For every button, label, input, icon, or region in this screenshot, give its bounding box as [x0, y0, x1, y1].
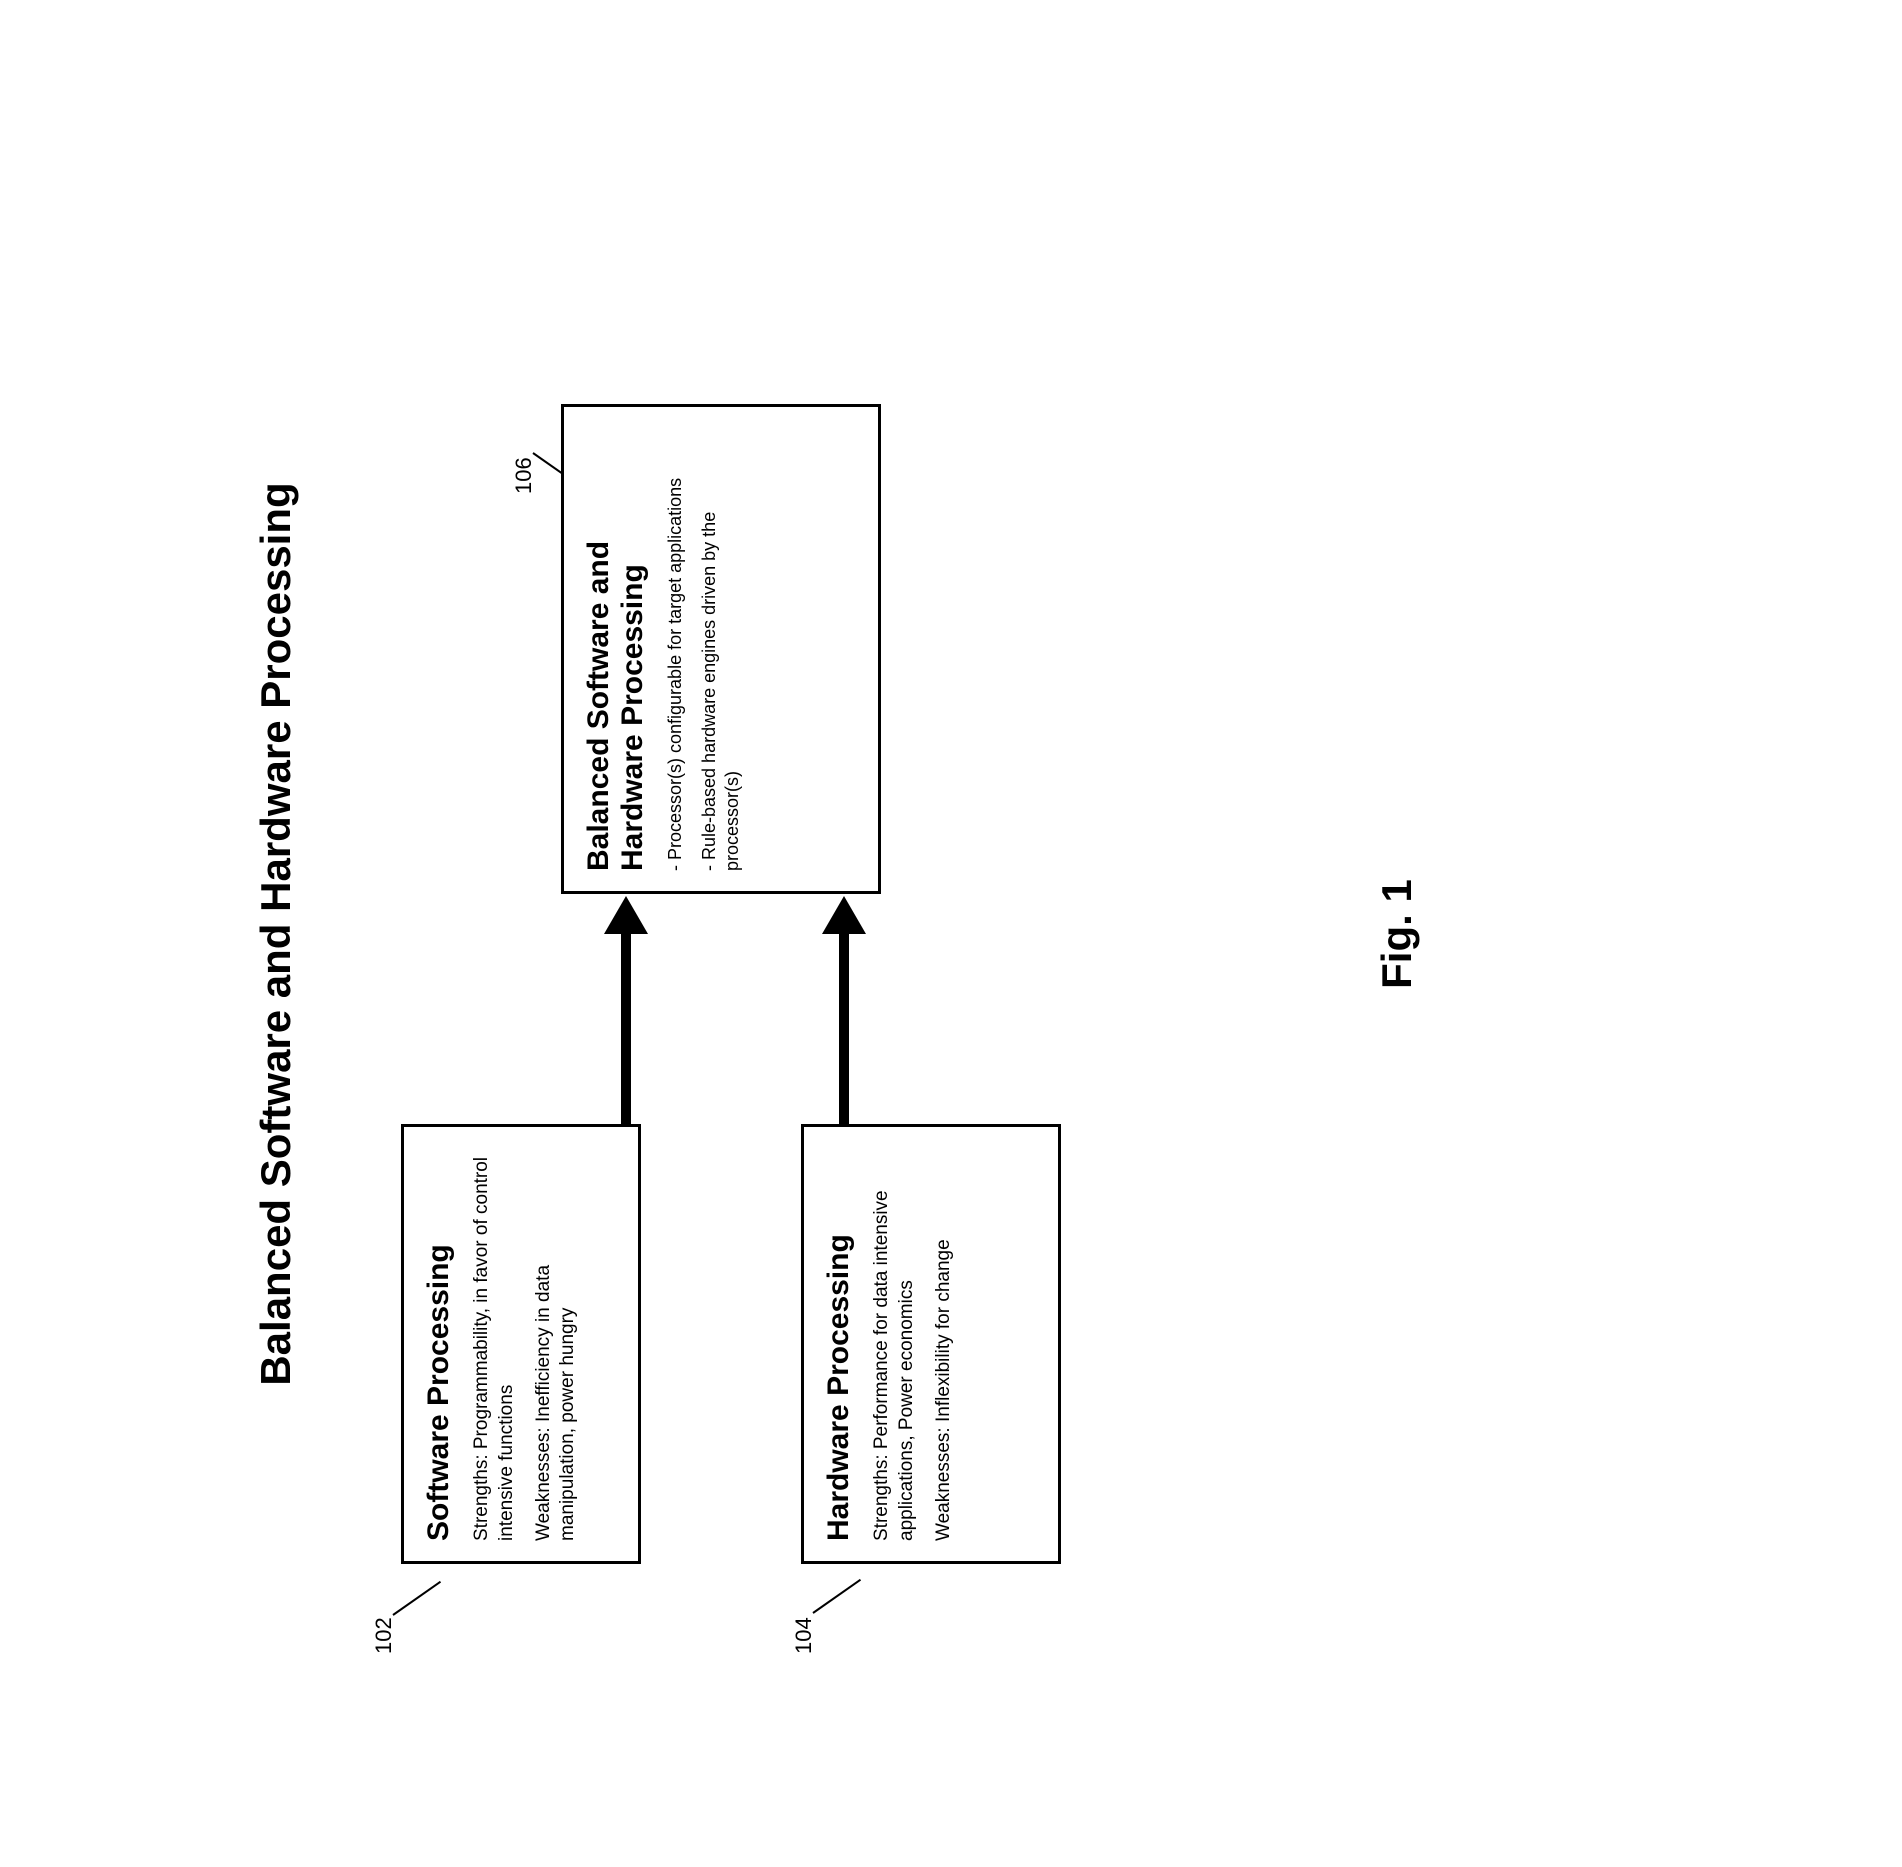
- arrow-hardware-to-balanced-head: [822, 896, 866, 934]
- arrow-hardware-to-balanced-line: [839, 929, 849, 1124]
- box-balanced: Balanced Software and Hardware Processin…: [561, 404, 881, 894]
- lead-line-102: [393, 1580, 442, 1615]
- ref-label-106: 106: [511, 457, 537, 494]
- ref-label-102: 102: [371, 1617, 397, 1654]
- lead-line-104: [813, 1578, 862, 1613]
- box-hardware: Hardware Processing Strengths: Performan…: [801, 1124, 1061, 1564]
- figure-label: Fig. 1: [1373, 879, 1421, 989]
- diagram-container: Balanced Software and Hardware Processin…: [251, 234, 1651, 1634]
- box-balanced-title: Balanced Software and Hardware Processin…: [582, 427, 650, 871]
- box-balanced-bullet2: - Rule-based hardware engines driven by …: [698, 427, 745, 871]
- box-hardware-title: Hardware Processing: [822, 1147, 856, 1541]
- box-balanced-bullet1: - Processor(s) configurable for target a…: [664, 427, 687, 871]
- box-software-strengths: Strengths: Programmability, in favor of …: [470, 1147, 519, 1541]
- box-software-title: Software Processing: [422, 1147, 456, 1541]
- arrow-software-to-balanced-head: [604, 896, 648, 934]
- diagram-title: Balanced Software and Hardware Processin…: [251, 234, 301, 1634]
- box-hardware-strengths: Strengths: Performance for data intensiv…: [870, 1147, 919, 1541]
- box-software: Software Processing Strengths: Programma…: [401, 1124, 641, 1564]
- box-software-weaknesses: Weaknesses: Inefficiency in data manipul…: [532, 1147, 581, 1541]
- ref-label-104: 104: [791, 1617, 817, 1654]
- diagram-area: 102 104 106 Software Processing Strength…: [371, 234, 1271, 1634]
- box-hardware-weaknesses: Weaknesses: Inflexibility for change: [932, 1147, 957, 1541]
- arrow-software-to-balanced-line: [621, 929, 631, 1124]
